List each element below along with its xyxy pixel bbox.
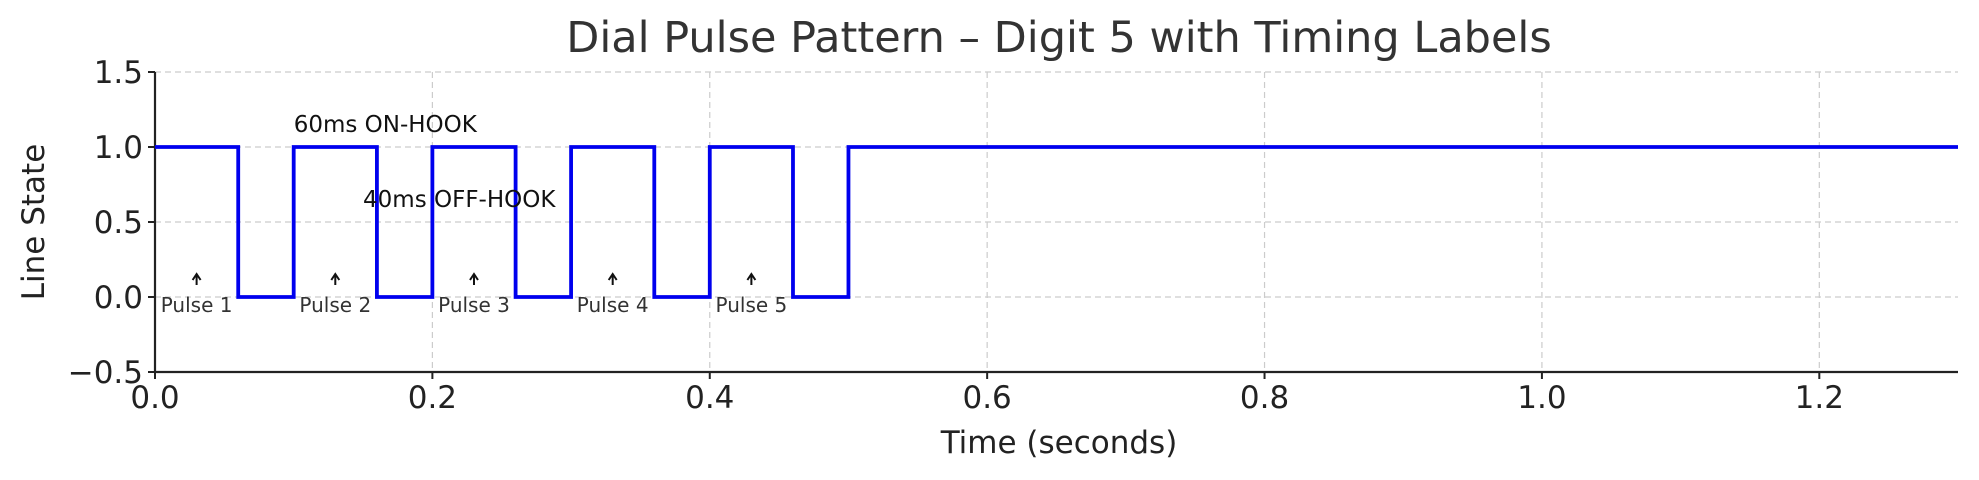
pulse-label: Pulse 5 [716, 293, 788, 317]
y-axis-label: Line State [16, 144, 52, 301]
timing-annotations: 60ms ON-HOOK 40ms OFF-HOOK [294, 112, 557, 213]
pulse-arrow-icon [191, 272, 202, 285]
y-tick-label: 0.5 [94, 205, 143, 241]
pulse-annotations: Pulse 1 Pulse 2 Pulse 3 Pulse 4 Pulse 5 [161, 272, 788, 317]
pulse-label: Pulse 2 [299, 293, 371, 317]
pulse-arrow-icon [607, 272, 618, 285]
x-tick-label: 0.4 [685, 380, 734, 416]
pulse-arrow-icon [746, 272, 757, 285]
x-tick-label: 1.0 [1517, 380, 1566, 416]
x-axis-label: Time (seconds) [940, 425, 1178, 461]
pulse-label: Pulse 4 [577, 293, 649, 317]
pulse-label: Pulse 3 [438, 293, 510, 317]
y-tick-label: 1.5 [94, 55, 143, 91]
x-tick-label: 0.6 [962, 380, 1011, 416]
y-tick-label: −0.5 [68, 355, 143, 391]
line-state-series [155, 145, 1958, 299]
x-tick-label: 0.8 [1240, 380, 1289, 416]
pulse-arrow-icon [330, 272, 341, 285]
pulse-arrow-icon [469, 272, 479, 285]
ticks-layer: 0.0 0.2 0.4 0.6 0.8 1.0 1.2−0.50.00.51.01.5 [68, 55, 1844, 416]
timing-annotation: 60ms ON-HOOK [294, 112, 478, 138]
y-tick-label: 1.0 [94, 130, 143, 166]
timing-annotation: 40ms OFF-HOOK [363, 187, 556, 213]
x-tick-label: 0.2 [408, 380, 457, 416]
x-tick-label: 1.2 [1795, 380, 1844, 416]
series-layer [155, 145, 1958, 299]
pulse-label: Pulse 1 [161, 293, 233, 317]
x-tick-label: 0.0 [130, 380, 179, 416]
chart-title: Dial Pulse Pattern – Digit 5 with Timing… [566, 13, 1552, 63]
y-tick-label: 0.0 [94, 280, 143, 316]
